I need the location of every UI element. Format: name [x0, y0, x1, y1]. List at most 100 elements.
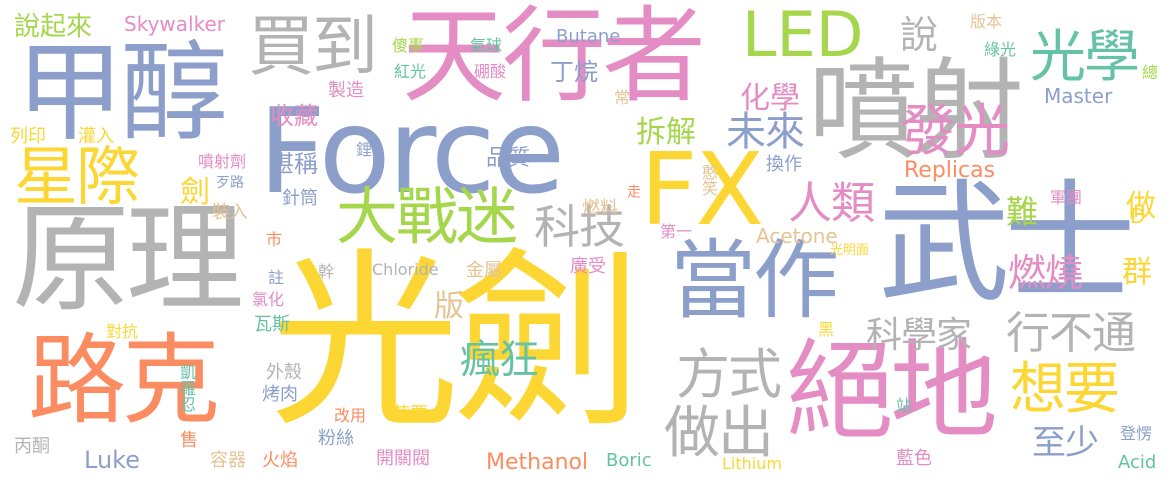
- word-boric-acid: 硼酸: [474, 62, 507, 81]
- word-butane: Butane: [556, 26, 621, 47]
- word-version: 版本: [970, 12, 1003, 31]
- word-make: 做出: [664, 401, 774, 466]
- word-humanity: 人類: [788, 178, 875, 229]
- word-sell: 售: [180, 430, 198, 451]
- word-note: 註: [268, 268, 285, 287]
- word-jedi: 絕地: [786, 329, 998, 454]
- word-chloride: Chloride: [372, 260, 439, 279]
- word-gas: 瓦斯: [254, 314, 290, 335]
- word-chlorinate: 氯化: [252, 290, 285, 309]
- word-manufacture: 製造: [328, 80, 364, 101]
- word-first: 第一: [660, 222, 693, 241]
- word-sword: 劍: [180, 175, 210, 210]
- word-bought: 買到: [248, 8, 378, 85]
- word-technology: 科技: [534, 200, 625, 254]
- word-scientist: 科學家: [866, 315, 972, 356]
- word-say: 說: [900, 13, 939, 57]
- word-at-least: 至少: [1032, 423, 1099, 463]
- word-container: 容器: [210, 450, 246, 471]
- word-total: 總: [1139, 64, 1158, 80]
- word-not-work: 行不通: [1006, 308, 1136, 359]
- word-load: 裝入: [212, 202, 248, 223]
- word-switch: 換作: [766, 154, 802, 175]
- word-bbq: 烤肉: [262, 384, 298, 405]
- word-damn: 幹: [318, 262, 335, 281]
- word-methanol-zh: 甲醇: [16, 31, 228, 156]
- word-crazy: 瘋狂: [460, 337, 539, 383]
- word-acetone: Acetone: [756, 224, 838, 248]
- word-luke-zh: 路克: [28, 324, 220, 438]
- word-big-fan: 大戰迷: [336, 180, 518, 253]
- word-if: 若要: [392, 404, 428, 425]
- word-disassemble: 拆解: [636, 115, 696, 150]
- word-force: Force: [258, 82, 565, 220]
- word-burn: 燃燒: [1008, 251, 1083, 295]
- word-master: Master: [1044, 84, 1113, 108]
- word-green-light: 綠光: [984, 40, 1017, 59]
- word-jet: 噴射: [808, 47, 1024, 175]
- word-valve: 開關閥: [376, 448, 430, 469]
- word-city: 市: [266, 230, 283, 249]
- word-quality: 品質: [486, 146, 531, 171]
- word-print: 列印: [10, 126, 46, 147]
- word-d: D: [1130, 204, 1146, 228]
- word-luke: Luke: [84, 446, 140, 474]
- word-led: LED: [742, 0, 864, 71]
- word-principle: 原理: [12, 190, 244, 328]
- word-propellant: 噴射劑: [198, 152, 247, 171]
- word-metal: 金屬: [466, 260, 502, 281]
- word-warrior: 武士: [878, 167, 1136, 321]
- word-skywalker: Skywalker: [124, 12, 225, 36]
- word-confront: 對抗: [106, 322, 139, 341]
- word-grin: 憨笑: [699, 164, 718, 196]
- word-kylo: 凱羅忍: [177, 364, 196, 412]
- word-fx: FX: [640, 131, 764, 248]
- word-balloon: 氣球: [470, 36, 503, 55]
- word-use-instead: 改用: [334, 406, 367, 425]
- word-acetone-zh: 丙酮: [14, 436, 50, 457]
- word-red-light: 紅光: [394, 62, 427, 81]
- word-shell: 外殼: [266, 362, 302, 383]
- word-syringe: 針筒: [282, 188, 318, 209]
- word-optics: 光學: [1030, 25, 1140, 90]
- word-dead-end: 歹路: [216, 175, 244, 191]
- word-blue-color: 藍色: [896, 448, 932, 469]
- word-fuel: 燃料: [582, 198, 618, 219]
- word-pour: 灌入: [78, 126, 114, 147]
- word-light-side: 光明面: [830, 243, 870, 258]
- word-boric: Boric: [606, 450, 652, 471]
- word-lithium-zh: 鋰: [356, 140, 373, 159]
- word-lithium: Lithium: [722, 454, 782, 473]
- word-fans: 粉絲: [318, 428, 354, 449]
- word-future: 未來: [726, 109, 805, 155]
- word-skywalker-zh: 天行者: [402, 0, 706, 117]
- word-do: 做: [1126, 189, 1156, 224]
- word-worthy: 堪稱: [270, 150, 318, 178]
- word-butane-zh: 丁烷: [550, 58, 598, 86]
- word-replicas: Replicas: [904, 158, 996, 183]
- word-interstellar: 星際: [14, 141, 140, 215]
- word-hard: 難: [1006, 193, 1039, 231]
- word-black: 黑: [818, 320, 835, 339]
- word-station: 站: [896, 396, 913, 415]
- word-lightsaber: 光劍: [270, 232, 642, 453]
- word-legion: 軍團: [1050, 188, 1083, 207]
- word-dun-dun: 登愣: [1120, 424, 1153, 443]
- word-edition: 版: [434, 289, 464, 324]
- word-often: 常: [614, 88, 631, 107]
- word-chemistry: 化學: [740, 81, 800, 116]
- word-acid: Acid: [1118, 452, 1157, 473]
- word-methanol: Methanol: [486, 450, 589, 475]
- word-flame: 火焰: [262, 450, 298, 471]
- word-want: 想要: [1010, 357, 1120, 422]
- word-glow: 發光: [900, 99, 1010, 164]
- word-collection: 收藏: [270, 102, 318, 130]
- word-group: 群: [1122, 255, 1152, 290]
- word-method: 方式: [676, 343, 782, 406]
- word-widely: 廣受: [570, 256, 606, 277]
- word-as: 當作: [670, 231, 839, 331]
- word-silly: 傻事: [392, 36, 425, 55]
- word-walk: 走: [625, 184, 641, 198]
- word-speaking-of: 說起來: [14, 12, 93, 42]
